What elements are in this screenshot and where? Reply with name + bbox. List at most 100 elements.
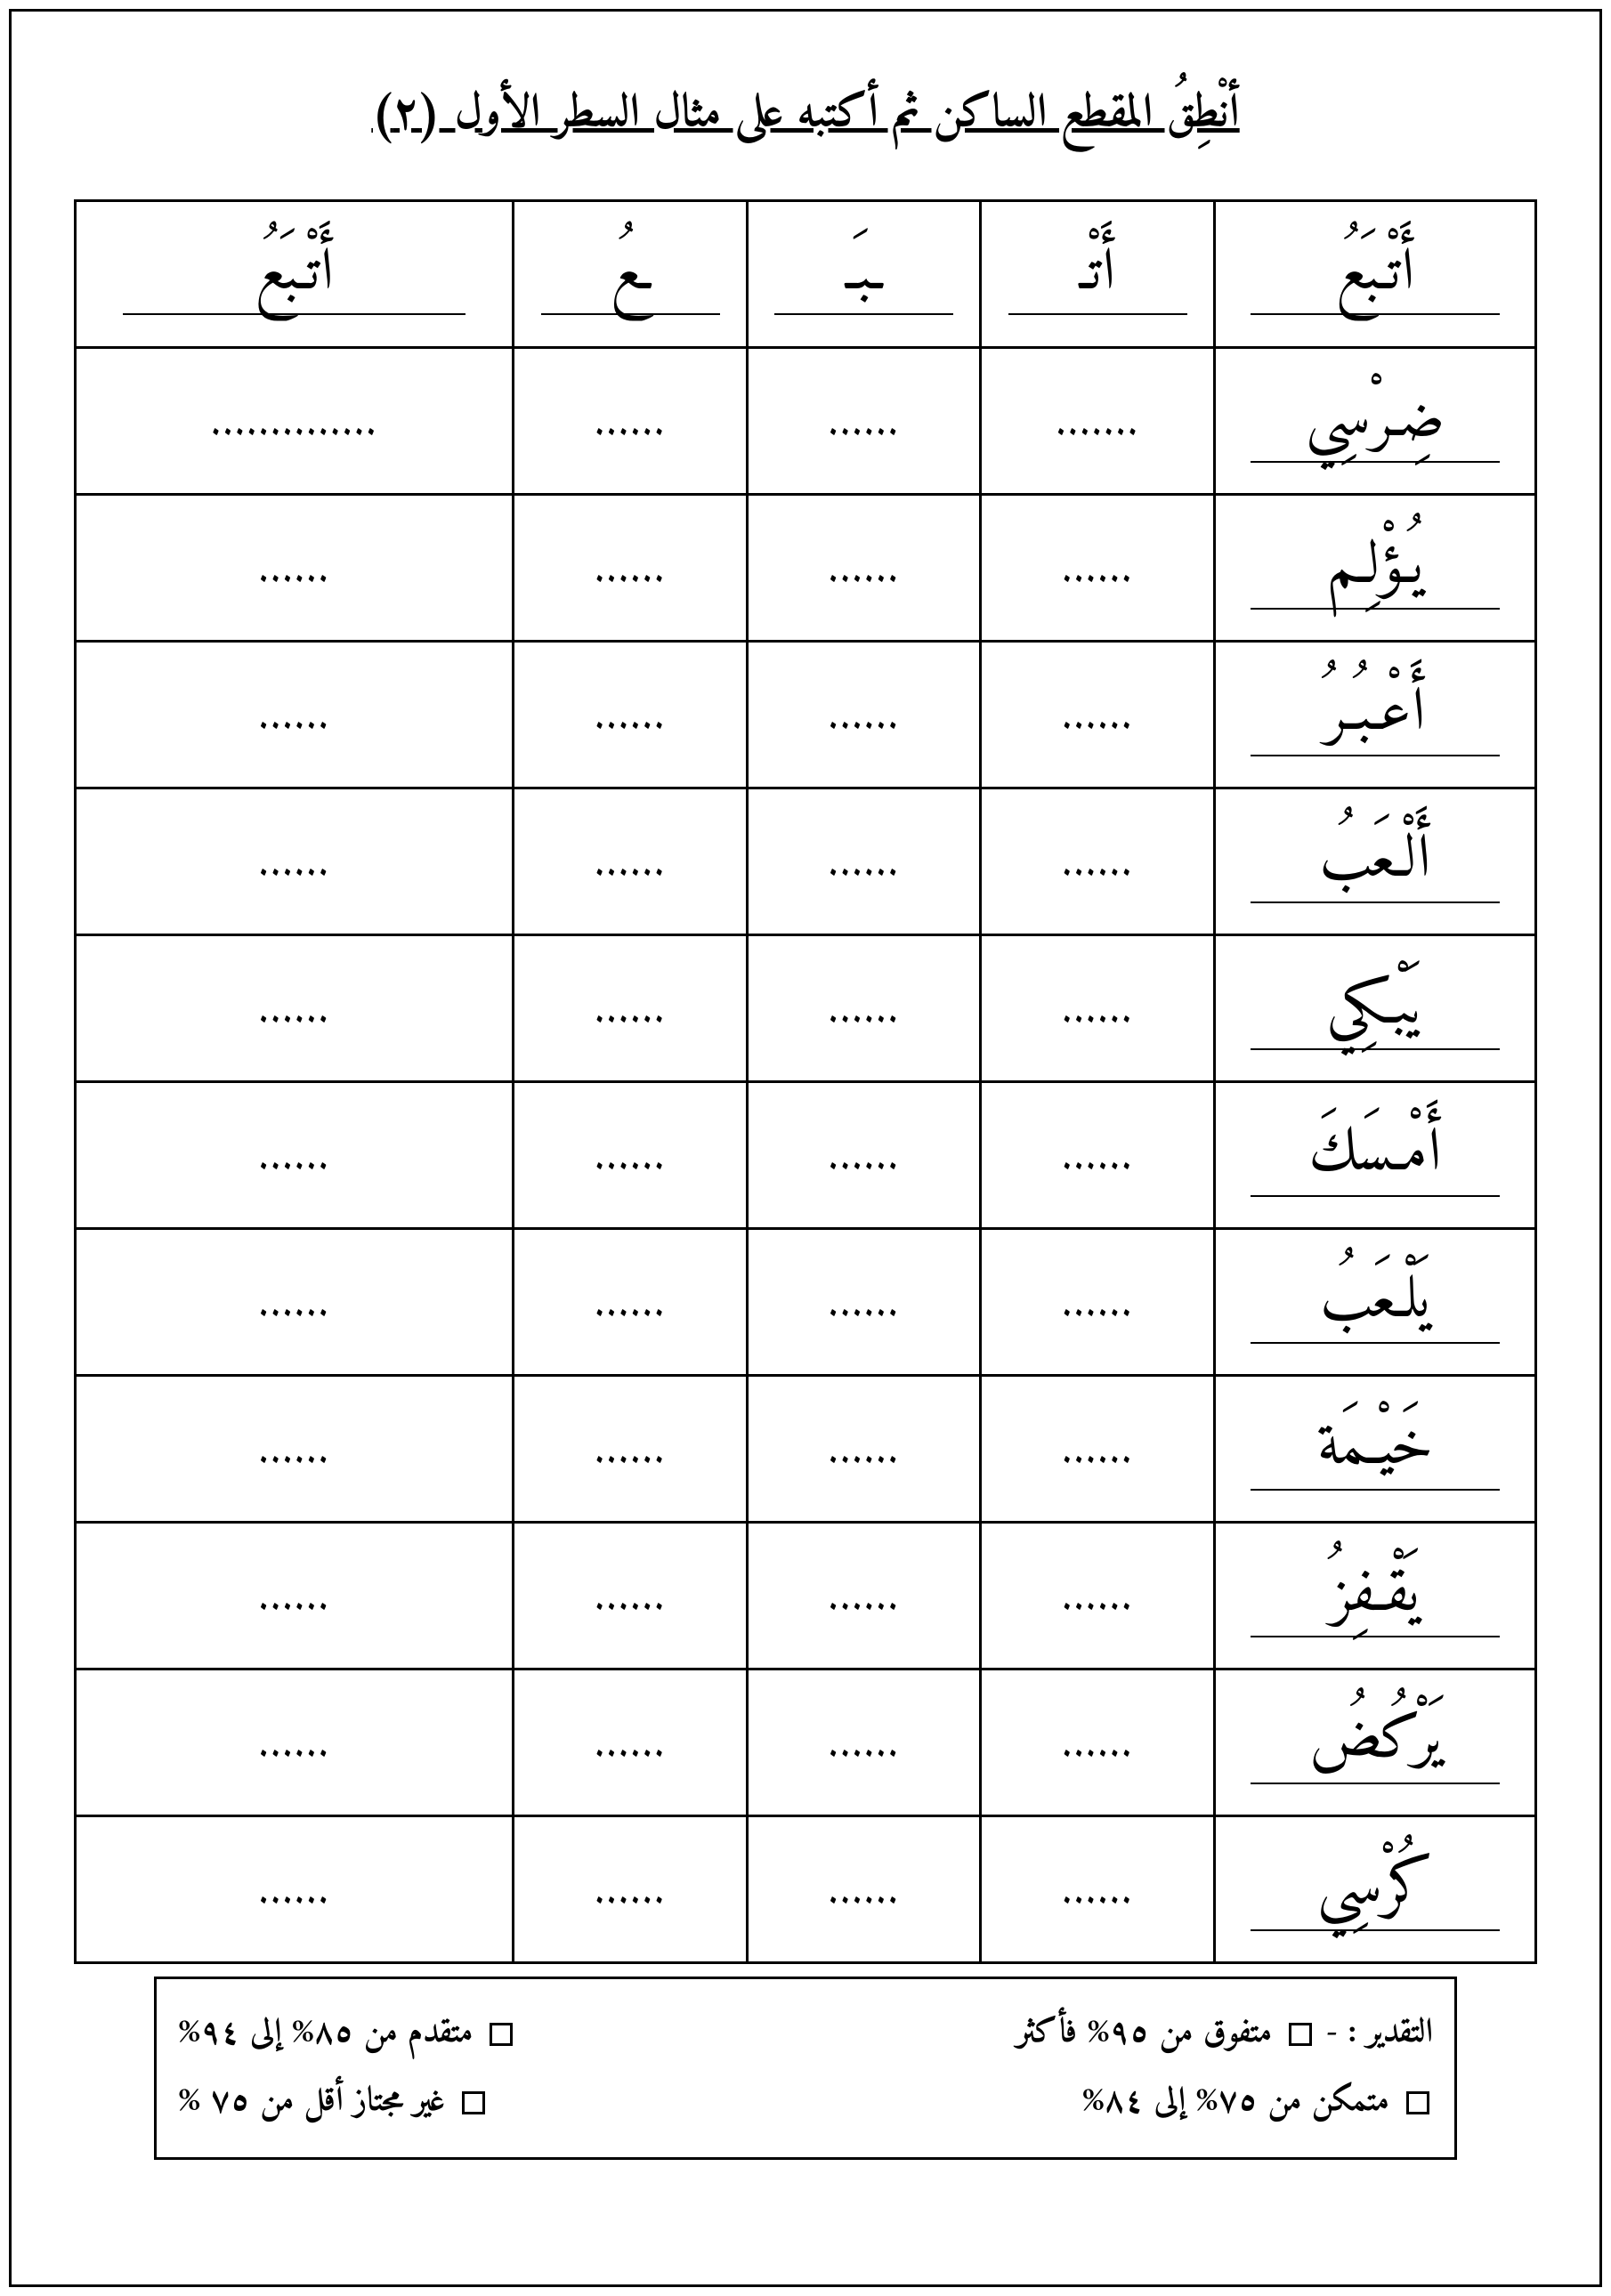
row-part-blank[interactable]: ...... bbox=[747, 495, 981, 642]
row-part-blank[interactable]: ...... bbox=[747, 348, 981, 495]
row-full-blank[interactable]: ...... bbox=[76, 935, 514, 1082]
blank-dots: ...... bbox=[1062, 1868, 1133, 1924]
row-part-blank[interactable]: ...... bbox=[981, 642, 1215, 788]
blank-dots: ...... bbox=[258, 840, 329, 896]
row-part-blank[interactable]: ...... bbox=[747, 1816, 981, 1963]
arabic-word-text: خَيْـمَة bbox=[1251, 1413, 1500, 1492]
row-part-blank[interactable]: ...... bbox=[981, 1229, 1215, 1376]
blank-dots: ...... bbox=[828, 1134, 899, 1190]
blank-dots: ...... bbox=[595, 1868, 666, 1924]
row-part-blank[interactable]: ...... bbox=[747, 642, 981, 788]
worksheet-page: أنْطِقُ المقطع الساكن ثم أكتبه على مثال … bbox=[9, 9, 1602, 2287]
exercise-table: أَتْـبَعُ أَتْـ ـبَـ ـعُ أَتْـبَعُ ضِـرْ… bbox=[74, 199, 1537, 1964]
row-part-blank[interactable]: ...... bbox=[514, 1523, 748, 1669]
row-part-blank[interactable]: ...... bbox=[514, 1669, 748, 1816]
row-full-blank[interactable]: ...... bbox=[76, 495, 514, 642]
table-row: يَبْـكِي........................ bbox=[76, 935, 1536, 1082]
blank-dots: ...... bbox=[828, 1427, 899, 1484]
arabic-word-text: ضِـرْسِي bbox=[1251, 385, 1500, 464]
row-word: يَقْـفِزُ bbox=[1214, 1523, 1535, 1669]
grading-right-2: غير مجتاز أقل من ٧٥ % bbox=[178, 2073, 489, 2132]
row-part-blank[interactable]: ...... bbox=[981, 935, 1215, 1082]
row-part-blank[interactable]: ...... bbox=[514, 642, 748, 788]
row-full-blank[interactable]: ...... bbox=[76, 1376, 514, 1523]
row-part-blank[interactable]: ...... bbox=[981, 1376, 1215, 1523]
row-part-blank[interactable]: ...... bbox=[514, 788, 748, 935]
row-full-blank[interactable]: .............. bbox=[76, 348, 514, 495]
row-part-blank[interactable]: ...... bbox=[514, 1082, 748, 1229]
blank-dots: ...... bbox=[828, 1721, 899, 1777]
row-full-blank[interactable]: ...... bbox=[76, 1229, 514, 1376]
row-part-blank[interactable]: ...... bbox=[747, 1669, 981, 1816]
blank-dots: ...... bbox=[1062, 1574, 1133, 1630]
row-part-blank[interactable]: ...... bbox=[514, 348, 748, 495]
row-full-blank[interactable]: ...... bbox=[76, 1669, 514, 1816]
row-part-blank[interactable]: ...... bbox=[981, 1669, 1215, 1816]
blank-dots: ...... bbox=[1062, 1281, 1133, 1337]
checkbox-icon[interactable] bbox=[490, 2023, 513, 2046]
grading-right-1: متقدم من ٨٥% إلى ٩٤% bbox=[178, 2004, 516, 2064]
row-part-blank[interactable]: ...... bbox=[747, 788, 981, 935]
row-part-blank[interactable]: ....... bbox=[981, 348, 1215, 495]
blank-dots: ...... bbox=[828, 987, 899, 1043]
table-row: أَمْـسَكَ........................ bbox=[76, 1082, 1536, 1229]
grading-left-2: متمكن من ٧٥% إلى ٨٤% bbox=[1082, 2073, 1433, 2132]
grading-label-group: التقدير : - متفوق من ٩٥% فأكثر bbox=[1016, 2004, 1433, 2064]
blank-dots: ...... bbox=[258, 1868, 329, 1924]
checkbox-icon[interactable] bbox=[1289, 2023, 1312, 2046]
blank-dots: ...... bbox=[595, 400, 666, 456]
blank-dots: ...... bbox=[595, 840, 666, 896]
blank-dots: ...... bbox=[1062, 840, 1133, 896]
blank-dots: ...... bbox=[595, 546, 666, 602]
row-full-blank[interactable]: ...... bbox=[76, 788, 514, 935]
arabic-word-text: يَقْـفِزُ bbox=[1251, 1560, 1500, 1638]
checkbox-icon[interactable] bbox=[1406, 2091, 1429, 2114]
checkbox-icon[interactable] bbox=[462, 2091, 485, 2114]
table-row: يُـؤْلِـم........................ bbox=[76, 495, 1536, 642]
blank-dots: ...... bbox=[828, 546, 899, 602]
row-part-blank[interactable]: ...... bbox=[514, 1376, 748, 1523]
grade-opt4: غير مجتاز أقل من ٧٥ % bbox=[178, 2073, 445, 2132]
grading-row-1: التقدير : - متفوق من ٩٥% فأكثر متقدم من … bbox=[178, 2004, 1433, 2064]
blank-dots: ...... bbox=[828, 400, 899, 456]
grade-opt1: متفوق من ٩٥% فأكثر bbox=[1016, 2004, 1272, 2064]
arabic-word-text: أَلْـعَبُ bbox=[1251, 826, 1500, 904]
row-part-blank[interactable]: ...... bbox=[514, 1229, 748, 1376]
row-full-blank[interactable]: ...... bbox=[76, 1082, 514, 1229]
row-word: أَعْـبُـرُ bbox=[1214, 642, 1535, 788]
row-part-blank[interactable]: ...... bbox=[981, 1816, 1215, 1963]
blank-dots: ...... bbox=[828, 693, 899, 749]
row-part-blank[interactable]: ...... bbox=[981, 788, 1215, 935]
blank-dots: ...... bbox=[258, 546, 329, 602]
arabic-word-text: أَعْـبُـرُ bbox=[1251, 679, 1500, 757]
blank-dots: ...... bbox=[595, 693, 666, 749]
header-part3: ـعُ bbox=[514, 201, 748, 348]
row-part-blank[interactable]: ...... bbox=[981, 1523, 1215, 1669]
row-part-blank[interactable]: ...... bbox=[981, 495, 1215, 642]
row-word: يَلْـعَبُ bbox=[1214, 1229, 1535, 1376]
row-part-blank[interactable]: ...... bbox=[747, 1229, 981, 1376]
row-part-blank[interactable]: ...... bbox=[981, 1082, 1215, 1229]
blank-dots: ...... bbox=[258, 1134, 329, 1190]
blank-dots: ...... bbox=[1062, 1721, 1133, 1777]
page-title: أنْطِقُ المقطع الساكن ثم أكتبه على مثال … bbox=[74, 74, 1537, 155]
row-part-blank[interactable]: ...... bbox=[514, 495, 748, 642]
arabic-word-text: يَبْـكِي bbox=[1251, 973, 1500, 1051]
row-part-blank[interactable]: ...... bbox=[747, 1376, 981, 1523]
row-part-blank[interactable]: ...... bbox=[747, 1523, 981, 1669]
header-full: أَتْـبَعُ bbox=[76, 201, 514, 348]
table-row: خَيْـمَة........................ bbox=[76, 1376, 1536, 1523]
row-part-blank[interactable]: ...... bbox=[514, 1816, 748, 1963]
row-full-blank[interactable]: ...... bbox=[76, 1523, 514, 1669]
blank-dots: ...... bbox=[828, 1281, 899, 1337]
row-word: يَبْـكِي bbox=[1214, 935, 1535, 1082]
row-full-blank[interactable]: ...... bbox=[76, 1816, 514, 1963]
row-part-blank[interactable]: ...... bbox=[514, 935, 748, 1082]
row-part-blank[interactable]: ...... bbox=[747, 935, 981, 1082]
row-full-blank[interactable]: ...... bbox=[76, 642, 514, 788]
blank-dots: ...... bbox=[595, 1281, 666, 1337]
row-part-blank[interactable]: ...... bbox=[747, 1082, 981, 1229]
row-word: خَيْـمَة bbox=[1214, 1376, 1535, 1523]
blank-dots: ...... bbox=[828, 1868, 899, 1924]
blank-dots: ...... bbox=[1062, 693, 1133, 749]
